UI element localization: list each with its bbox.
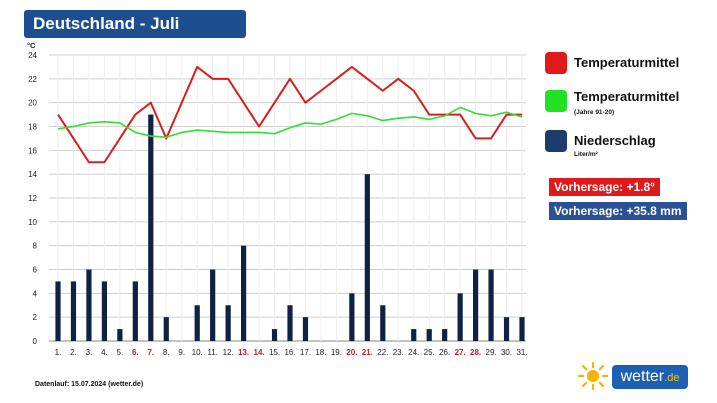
y-tick-label: 14 [28, 170, 37, 179]
y-tick-label: 4 [33, 289, 38, 298]
x-tick-label: 19. [331, 348, 342, 357]
precip-bar [225, 305, 231, 341]
precip-bar [86, 269, 92, 341]
precip-bar [117, 329, 123, 341]
precip-bar [132, 281, 138, 341]
x-tick-label: 25. [424, 348, 435, 357]
x-tick-label: 16. [284, 348, 295, 357]
x-tick-label: 10. [192, 348, 203, 357]
precip-bar [194, 305, 200, 341]
precip-bar [442, 329, 448, 341]
y-tick-label: 18 [28, 123, 37, 132]
x-tick-label: 18. [315, 348, 326, 357]
x-tick-label: 2. [70, 348, 77, 357]
temperature-line [57, 65, 522, 164]
x-tick-label: 11. [207, 348, 218, 357]
x-tick-label: 4. [101, 348, 108, 357]
x-tick-label: 31. [516, 348, 527, 357]
y-tick-label: 0 [33, 337, 38, 346]
x-tick-label: 14. [254, 348, 265, 357]
legend-label-temperature: Temperaturmittel [574, 55, 680, 70]
precip-bar [163, 317, 169, 341]
legend-sub-temperature-normal: (Jahre 91-20) [574, 109, 615, 116]
x-tick-label: 8. [163, 348, 170, 357]
x-tick-label: 13. [238, 348, 249, 357]
x-tick-label: 24. [408, 348, 419, 357]
forecast-temperature-badge: Vorhersage: +1.8° [549, 178, 660, 196]
y-tick-label: 12 [28, 194, 37, 203]
y-tick-label: 16 [28, 146, 37, 155]
precip-bar [411, 329, 417, 341]
x-tick-label: 21. [362, 348, 373, 357]
sun-icon [577, 361, 609, 391]
precip-bar [380, 305, 386, 341]
x-tick-label: 20. [346, 348, 357, 357]
precip-bar [271, 329, 278, 341]
x-tick-label: 23. [393, 348, 404, 357]
precip-bar [101, 281, 107, 341]
precip-bar [210, 269, 216, 341]
x-tick-label: 22. [377, 348, 388, 357]
precip-bar [426, 329, 432, 341]
precip-bar [241, 245, 247, 341]
logo-text: wetter [620, 368, 665, 385]
precip-bar [364, 174, 370, 341]
legend-label-precipitation: Niederschlag [574, 133, 656, 148]
x-tick-label: 27. [455, 348, 466, 357]
x-tick-label: 15. [269, 348, 280, 357]
y-tick-label: 10 [28, 218, 37, 227]
precip-bar [55, 281, 61, 341]
wetter-logo: wetter.de [577, 361, 690, 391]
precip-bar [457, 293, 463, 341]
y-tick-label: 8 [33, 242, 38, 251]
x-tick-label: 12. [223, 348, 234, 357]
precip-bar [349, 293, 355, 341]
y-tick-label: 6 [33, 266, 38, 275]
chart-title: Deutschland - Juli [24, 10, 246, 38]
precip-bar [519, 317, 525, 341]
logo-tld: .de [664, 372, 680, 384]
logo-wordmark: wetter.de [612, 365, 688, 389]
precip-bar [148, 114, 154, 341]
precip-bar [488, 269, 494, 341]
x-tick-label: 5. [117, 348, 124, 357]
y-tick-label: 22 [28, 75, 37, 84]
x-tick-label: 17. [300, 348, 311, 357]
precip-bar [302, 317, 309, 341]
y-tick-label: 2 [33, 313, 38, 322]
precip-bar [70, 281, 77, 341]
y-unit-label: °C [27, 41, 36, 50]
temperature-normal-line [57, 106, 523, 139]
y-tick-label: 20 [28, 99, 37, 108]
data-run-note: Datenlauf: 15.07.2024 (wetter.de) [35, 381, 144, 388]
x-tick-label: 7. [147, 348, 154, 357]
x-tick-label: 26. [439, 348, 450, 357]
legend-label-temperature-normal: Temperaturmittel [574, 89, 680, 104]
x-tick-label: 29. [486, 348, 497, 357]
x-tick-label: 30. [501, 348, 512, 357]
y-tick-label: 24 [28, 51, 37, 60]
legend-swatch-temperature [545, 52, 567, 74]
x-tick-label: 6. [132, 348, 139, 357]
precip-bar [503, 317, 510, 341]
forecast-precipitation-badge: Vorhersage: +35.8 mm [549, 202, 687, 220]
legend-swatch-precipitation [545, 130, 567, 152]
x-tick-label: 1. [55, 348, 62, 357]
precip-bar [473, 269, 479, 341]
x-tick-label: 28. [470, 348, 481, 357]
x-tick-label: 3. [86, 348, 93, 357]
legend-sub-precipitation: Liter/m² [574, 151, 598, 158]
legend-swatch-temperature-normal [545, 90, 567, 112]
precip-bar [287, 305, 293, 341]
x-tick-label: 9. [178, 348, 185, 357]
